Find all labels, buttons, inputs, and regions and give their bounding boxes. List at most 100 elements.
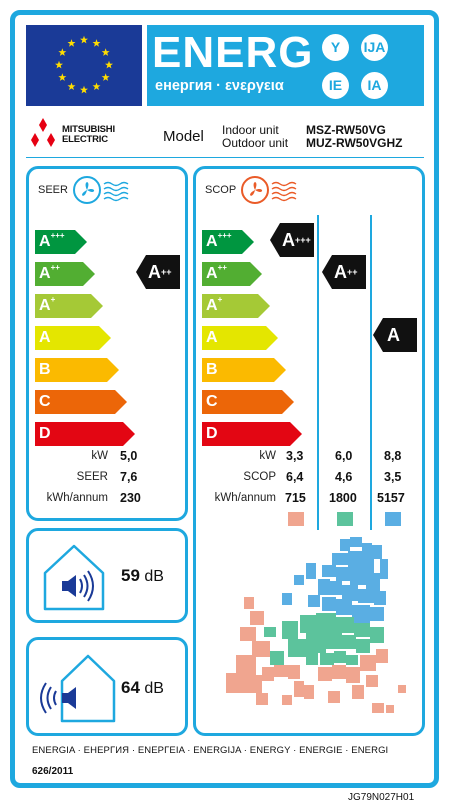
eu-star-icon [101,73,110,81]
brand-name-line2: ELECTRIC [62,134,108,145]
bar-letter: A++ [39,264,60,284]
scop-cold-kw: 8,8 [384,449,402,463]
bar-letter-main: A [206,297,218,314]
bar-letter: B [206,360,218,380]
bar-letter-plus: +++ [217,231,232,240]
seer-bar-b: B [35,358,119,382]
scop-bar-appp: A+++ [202,230,254,254]
energy-subtitle: енергия · ενεργεια [155,78,284,94]
scop-bar-app: A++ [202,262,262,286]
scop-warm-scop: 6,4 [286,470,304,484]
scop-warm-plus: +++ [295,235,311,245]
bar-letter-main: C [206,393,218,410]
indoor-noise-unit: dB [144,568,164,585]
indoor-noise-value: 59 dB [121,566,164,586]
brand-name-line1: MITSUBISHI [62,124,115,135]
scop-average-kwh: 1800 [329,491,357,505]
eu-star-icon [80,85,88,94]
language-badge: IJA [361,34,388,61]
outdoor-noise-number: 64 [121,678,140,697]
seer-bar-c: C [35,390,127,414]
energy-title: ENERG [152,28,314,77]
cooling-panel [26,166,188,521]
language-badge: IE [322,72,349,99]
outdoor-noise-value: 64 dB [121,678,164,698]
eu-flag-icon [26,25,142,106]
eu-star-icon [58,48,67,56]
scop-rating-arrow-warm: A+++ [270,223,314,257]
indoor-unit-label: Indoor unit [222,123,279,137]
bar-letter-main: A [206,233,218,250]
bar-letter-main: B [39,361,51,378]
scop-average-scop: 4,6 [335,470,353,484]
unit-labels: Indoor unit Outdoor unit [222,124,288,150]
model-label: Model [163,128,204,145]
eu-star-icon [58,73,67,81]
column-divider [370,215,372,530]
seer-seer-value: 7,6 [120,470,138,484]
seer-rating-letter: A [148,262,161,282]
bar-letter: A+ [206,296,222,316]
bar-letter: C [39,392,51,412]
bar-letter: A+++ [206,232,232,252]
europe-map-icon [222,535,417,730]
bar-letter-plus: ++ [50,263,60,272]
seer-kw-value: 5,0 [120,449,138,463]
scop-scop-label: SCOP [243,471,276,483]
eu-star-icon [55,60,63,69]
bar-letter: D [206,424,218,444]
scop-bar-d: D [202,422,302,446]
scop-cold-kwh: 5157 [377,491,405,505]
scop-average-kw: 6,0 [335,449,353,463]
column-divider [317,215,319,530]
bar-letter: A [206,328,218,348]
regulation-number: 626/2011 [32,766,74,777]
seer-seer-label: SEER [76,471,108,483]
bar-letter-main: C [39,393,51,410]
bar-letter-main: B [206,361,218,378]
scop-cold-letter: A [387,325,400,345]
seer-rating-arrow: A++ [136,255,180,289]
eu-star-icon [105,60,113,69]
seer-bar-app: A++ [35,262,95,286]
scop-kwh-label: kWh/annum [214,492,276,504]
eu-star-icon [67,82,76,91]
scop-bar-a: A [202,326,278,350]
scop-bar-ap: A+ [202,294,270,318]
eu-star-icon [101,48,110,56]
outdoor-noise-panel [26,637,188,736]
average-zone-swatch [337,512,353,526]
seer-rating-plus: ++ [161,267,172,277]
eu-star-icon [67,39,76,47]
seer-bar-appp: A+++ [35,230,87,254]
brand-name: MITSUBISHI ELECTRIC [62,125,115,145]
fan-heat-icon [240,175,300,210]
bar-letter-main: A [39,265,51,282]
bar-letter: D [39,424,51,444]
label-frame [10,10,439,788]
scop-title: SCOP [205,184,237,196]
scop-warm-kwh: 715 [285,491,306,505]
bar-letter-main: A [39,233,51,250]
warm-zone-swatch [288,512,304,526]
seer-kwh-label: kWh/annum [46,492,108,504]
language-badge: IA [361,72,388,99]
scop-rating-arrow-cold: A [373,318,417,352]
header-divider [26,157,424,158]
scop-bar-c: C [202,390,294,414]
bar-letter-plus: +++ [50,231,65,240]
scop-warm-letter: A [282,230,295,250]
bar-letter-plus: + [50,295,56,304]
cold-zone-swatch [385,512,401,526]
bar-letter: C [206,392,218,412]
bar-letter-main: A [39,297,51,314]
scop-average-plus: ++ [347,267,358,277]
bar-letter: A+++ [39,232,65,252]
bar-letter-main: A [206,265,218,282]
scop-average-letter: A [334,262,347,282]
seer-bar-a: A [35,326,111,350]
seer-bar-d: D [35,422,135,446]
indoor-noise-number: 59 [121,566,140,585]
scop-cold-scop: 3,5 [384,470,402,484]
mitsubishi-logo-icon [26,118,60,153]
